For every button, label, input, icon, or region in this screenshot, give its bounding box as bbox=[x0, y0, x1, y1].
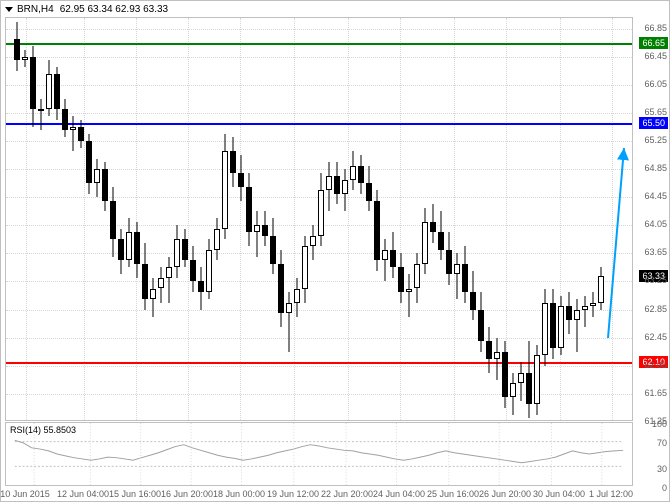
level-badge: 66.65 bbox=[639, 37, 668, 49]
level-line bbox=[6, 123, 632, 125]
price-chart-area[interactable]: 66.6565.5062.1063.33 bbox=[5, 17, 633, 421]
gridline-v bbox=[348, 18, 349, 420]
rsi-y-tick-label: 30 bbox=[657, 464, 667, 474]
gridline-v bbox=[454, 18, 455, 420]
gridline-h bbox=[6, 310, 632, 311]
rsi-y-tick-label: 100 bbox=[652, 419, 667, 429]
x-tick-label: 25 Jun 16:00 bbox=[427, 489, 479, 499]
gridline-h bbox=[6, 85, 632, 86]
x-tick-label: 15 Jun 16:00 bbox=[109, 489, 161, 499]
level-badge: 65.50 bbox=[639, 117, 668, 129]
gridline-v bbox=[26, 18, 27, 420]
x-tick-label: 19 Jun 12:00 bbox=[267, 489, 319, 499]
gridline-h bbox=[6, 338, 632, 339]
gridline-h bbox=[6, 253, 632, 254]
y-tick-label: 65.25 bbox=[644, 135, 667, 145]
x-tick-label: 18 Jun 00:00 bbox=[213, 489, 265, 499]
gridline-v bbox=[612, 18, 613, 420]
chevron-down-icon[interactable] bbox=[5, 7, 13, 12]
rsi-y-tick-label: 70 bbox=[657, 438, 667, 448]
ohlc-label: 62.95 63.34 62.93 63.33 bbox=[60, 4, 168, 15]
chart-container: BRN,H4 62.95 63.34 62.93 63.33 66.6565.5… bbox=[0, 0, 670, 502]
y-tick-label: 62.05 bbox=[644, 360, 667, 370]
gridline-v bbox=[240, 18, 241, 420]
y-tick-label: 61.65 bbox=[644, 388, 667, 398]
gridline-v bbox=[188, 18, 189, 420]
gridline-v bbox=[84, 18, 85, 420]
y-tick-label: 63.65 bbox=[644, 247, 667, 257]
y-tick-label: 66.05 bbox=[644, 79, 667, 89]
rsi-plot bbox=[6, 423, 632, 485]
y-tick-label: 62.85 bbox=[644, 304, 667, 314]
y-tick-label: 66.45 bbox=[644, 51, 667, 61]
gridline-v bbox=[560, 18, 561, 420]
symbol-label: BRN,H4 bbox=[17, 4, 54, 15]
x-tick-label: 1 Jul 12:00 bbox=[589, 489, 633, 499]
x-tick-label: 24 Jun 04:00 bbox=[373, 489, 425, 499]
gridline-h bbox=[6, 57, 632, 58]
chart-header: BRN,H4 62.95 63.34 62.93 63.33 bbox=[5, 4, 168, 15]
gridline-v bbox=[400, 18, 401, 420]
x-tick-label: 10 Jun 2015 bbox=[0, 489, 50, 499]
y-tick-label: 66.85 bbox=[644, 23, 667, 33]
y-tick-label: 64.45 bbox=[644, 191, 667, 201]
level-line bbox=[6, 43, 632, 45]
y-tick-label: 64.05 bbox=[644, 219, 667, 229]
gridline-v bbox=[294, 18, 295, 420]
gridline-h bbox=[6, 29, 632, 30]
gridline-h bbox=[6, 113, 632, 114]
gridline-h bbox=[6, 141, 632, 142]
rsi-area[interactable]: RSI(14) 55.8503 bbox=[5, 422, 633, 486]
rsi-y-tick-label: 0 bbox=[662, 483, 667, 493]
y-tick-label: 65.65 bbox=[644, 107, 667, 117]
x-tick-label: 26 Jun 20:00 bbox=[479, 489, 531, 499]
x-tick-label: 16 Jun 20:00 bbox=[161, 489, 213, 499]
gridline-h bbox=[6, 281, 632, 282]
y-tick-label: 64.85 bbox=[644, 163, 667, 173]
x-tick-label: 22 Jun 20:00 bbox=[321, 489, 373, 499]
gridline-v bbox=[136, 18, 137, 420]
x-tick-label: 30 Jun 04:00 bbox=[533, 489, 585, 499]
x-tick-label: 12 Jun 04:00 bbox=[57, 489, 109, 499]
y-tick-label: 63.25 bbox=[644, 275, 667, 285]
y-tick-label: 62.45 bbox=[644, 332, 667, 342]
